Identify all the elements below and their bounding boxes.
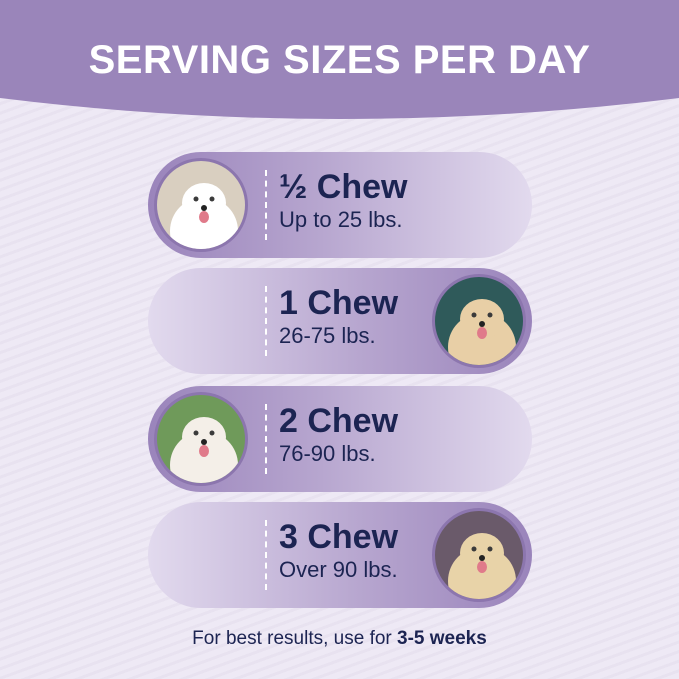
serving-row: 3 Chew Over 90 lbs. [148, 502, 532, 608]
footer-note: For best results, use for 3-5 weeks [0, 628, 679, 650]
serving-row: 1 Chew 26-75 lbs. [148, 268, 532, 374]
serving-row: 2 Chew 76-90 lbs. [148, 386, 532, 492]
chew-amount: 3 Chew [279, 518, 399, 556]
weight-range: Over 90 lbs. [279, 557, 398, 582]
serving-text: 1 Chew 26-75 lbs. [279, 284, 398, 350]
dashed-divider [265, 404, 267, 474]
dashed-divider [265, 286, 267, 356]
chew-amount: 1 Chew [279, 284, 399, 322]
header-banner [0, 0, 679, 119]
dog-photo [154, 158, 248, 252]
dog-photo [432, 508, 526, 602]
footer-duration: 3-5 weeks [397, 628, 487, 649]
weight-range: Up to 25 lbs. [279, 207, 403, 232]
serving-text: 3 Chew Over 90 lbs. [279, 518, 398, 584]
dog-photo [154, 392, 248, 486]
serving-row: ½ Chew Up to 25 lbs. [148, 152, 532, 258]
chew-amount: 2 Chew [279, 402, 399, 440]
chew-amount: ½ Chew [279, 168, 408, 206]
dog-photo [432, 274, 526, 368]
weight-range: 26-75 lbs. [279, 323, 376, 348]
serving-text: ½ Chew Up to 25 lbs. [279, 168, 407, 234]
weight-range: 76-90 lbs. [279, 441, 376, 466]
dashed-divider [265, 520, 267, 590]
dashed-divider [265, 170, 267, 240]
page-title: SERVING SIZES PER DAY [88, 38, 591, 82]
serving-text: 2 Chew 76-90 lbs. [279, 402, 398, 468]
footer-text: For best results, use for [192, 628, 398, 649]
